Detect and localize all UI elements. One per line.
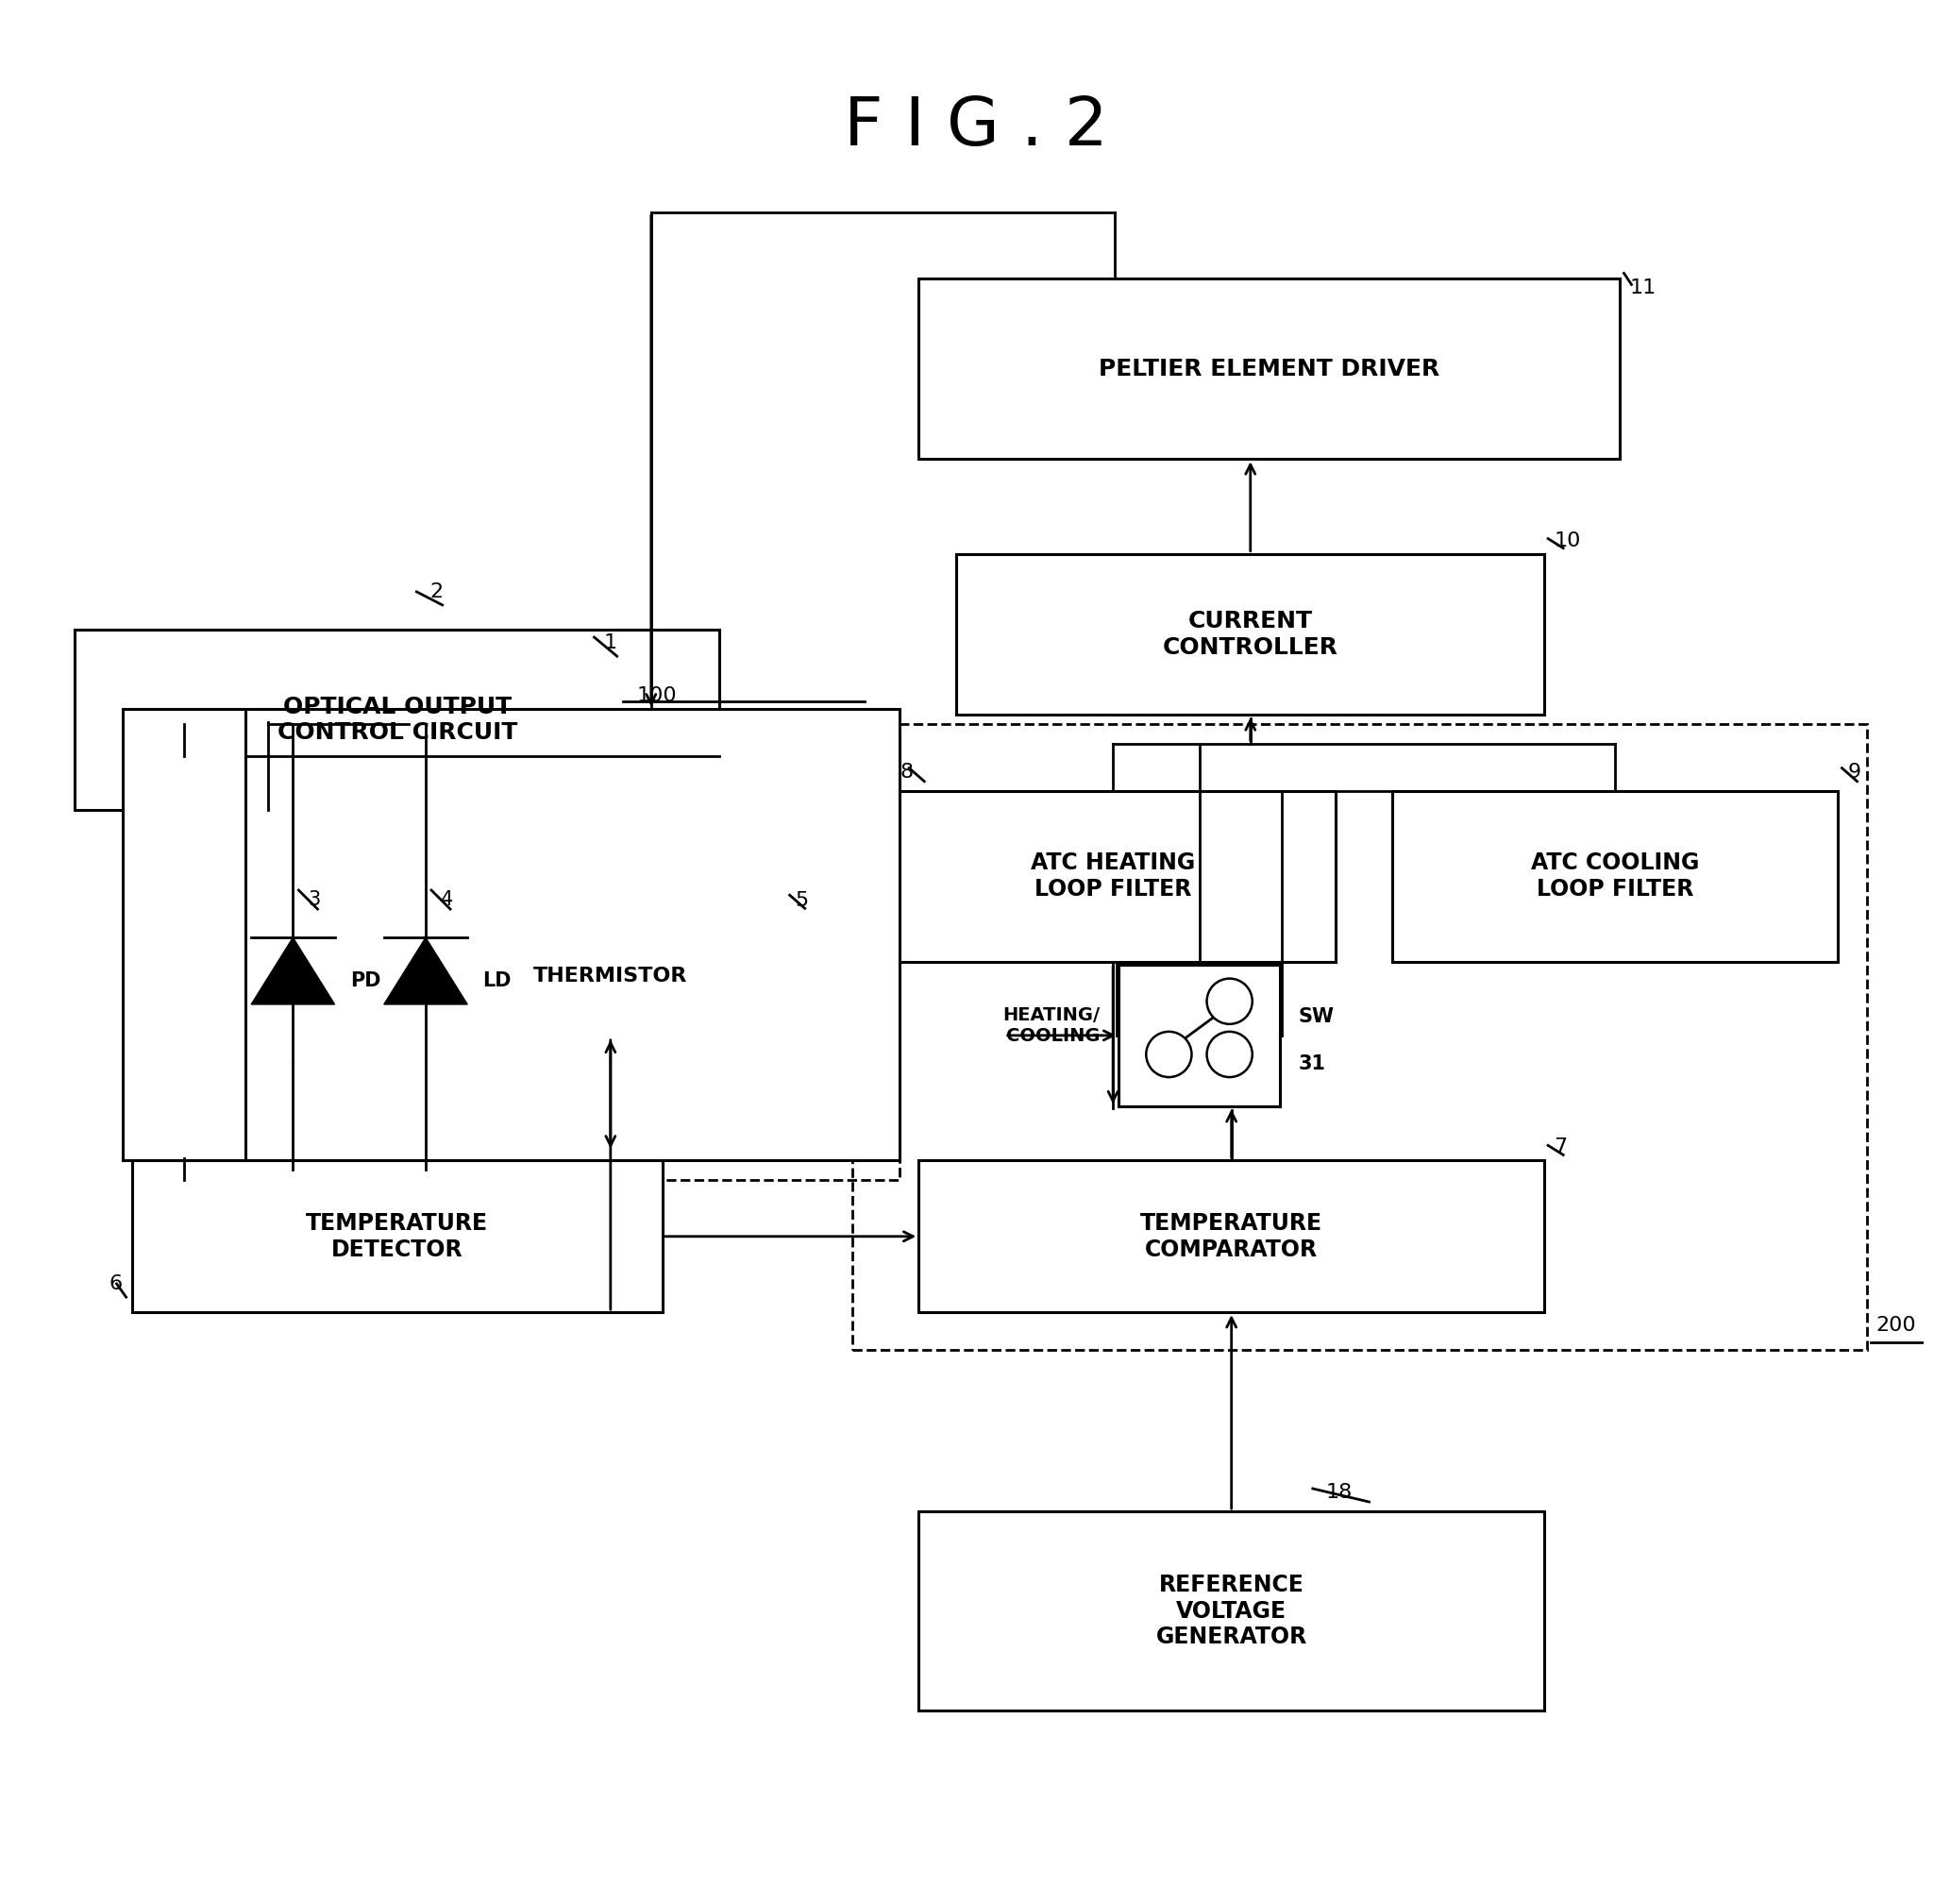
Text: THERMISTOR: THERMISTOR: [533, 965, 687, 984]
Text: REFERENCE
VOLTAGE
GENERATOR: REFERENCE VOLTAGE GENERATOR: [1155, 1573, 1307, 1649]
Text: TEMPERATURE
COMPARATOR: TEMPERATURE COMPARATOR: [1139, 1213, 1323, 1260]
FancyBboxPatch shape: [919, 1161, 1545, 1312]
Text: 3: 3: [308, 891, 320, 908]
FancyBboxPatch shape: [74, 630, 720, 809]
FancyBboxPatch shape: [890, 790, 1336, 962]
Text: OPTICAL OUTPUT
CONTROL CIRCUIT: OPTICAL OUTPUT CONTROL CIRCUIT: [277, 695, 517, 744]
Text: 11: 11: [1629, 278, 1656, 297]
Text: 4: 4: [441, 891, 453, 908]
Text: PD: PD: [349, 971, 380, 990]
Text: TEMPERATURE
DETECTOR: TEMPERATURE DETECTOR: [306, 1213, 488, 1260]
FancyBboxPatch shape: [1118, 963, 1280, 1106]
FancyBboxPatch shape: [123, 710, 246, 1161]
Polygon shape: [252, 937, 336, 1003]
Text: PELTIER ELEMENT DRIVER: PELTIER ELEMENT DRIVER: [1098, 358, 1440, 381]
Text: ATC HEATING
LOOP FILTER: ATC HEATING LOOP FILTER: [1030, 851, 1196, 901]
Text: 31: 31: [1299, 1055, 1327, 1074]
Text: HEATING/
COOLING: HEATING/ COOLING: [1003, 1007, 1100, 1045]
FancyBboxPatch shape: [246, 710, 899, 1161]
Text: CURRENT
CONTROLLER: CURRENT CONTROLLER: [1163, 609, 1338, 659]
FancyBboxPatch shape: [1393, 790, 1838, 962]
FancyBboxPatch shape: [919, 278, 1619, 459]
Text: 100: 100: [636, 687, 677, 706]
Text: LD: LD: [482, 971, 511, 990]
Text: 10: 10: [1553, 531, 1580, 550]
Polygon shape: [384, 937, 468, 1003]
Text: 7: 7: [1553, 1139, 1567, 1158]
Text: ATC COOLING
LOOP FILTER: ATC COOLING LOOP FILTER: [1532, 851, 1699, 901]
Text: 18: 18: [1325, 1483, 1352, 1502]
Text: 200: 200: [1877, 1316, 1916, 1335]
Circle shape: [1145, 1032, 1192, 1078]
Text: 8: 8: [899, 762, 913, 781]
Circle shape: [1208, 979, 1253, 1024]
FancyBboxPatch shape: [956, 554, 1545, 716]
Circle shape: [1208, 1032, 1253, 1078]
Text: SW: SW: [1299, 1007, 1334, 1026]
Text: 5: 5: [796, 891, 810, 910]
Text: 6: 6: [109, 1274, 123, 1293]
Text: 9: 9: [1848, 762, 1861, 781]
FancyBboxPatch shape: [919, 1512, 1545, 1710]
Text: 1: 1: [603, 634, 617, 653]
FancyBboxPatch shape: [435, 914, 786, 1038]
Text: F I G . 2: F I G . 2: [843, 95, 1108, 160]
Text: 2: 2: [429, 583, 443, 602]
FancyBboxPatch shape: [133, 1161, 663, 1312]
